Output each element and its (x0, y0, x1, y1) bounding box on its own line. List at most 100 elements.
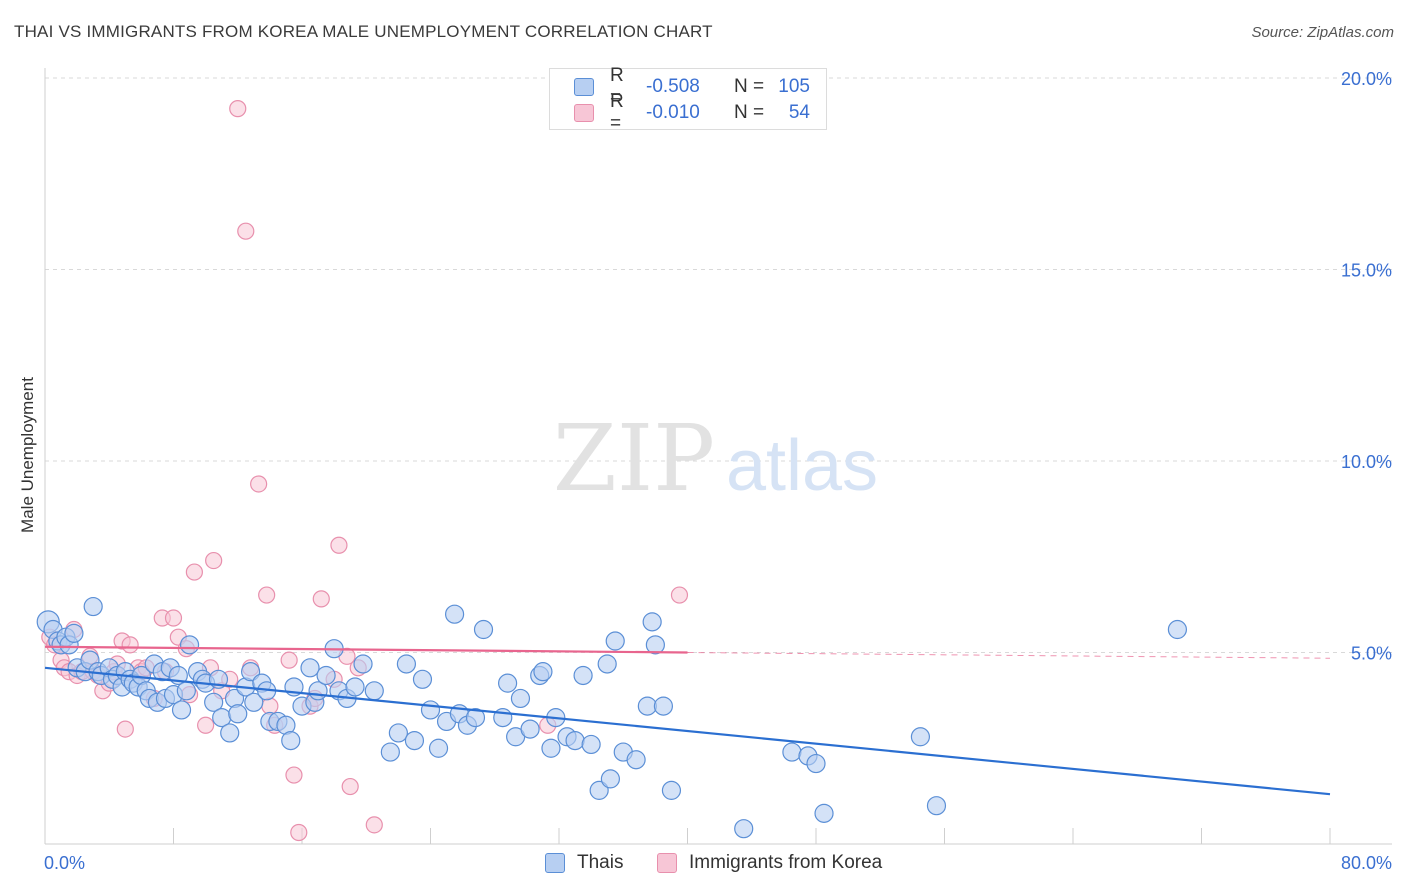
tick-labels: 5.0% 10.0% 15.0% 20.0% 0.0% 80.0% (44, 69, 1392, 873)
thais-point (926, 796, 947, 816)
thais-point (412, 669, 433, 689)
legend-row-thais: R = -0.508 N = 105 (574, 65, 810, 108)
korea-point (116, 720, 134, 738)
watermark: ZIP atlas (553, 405, 878, 512)
thais-point (597, 654, 617, 674)
thais-point (444, 604, 465, 624)
thais-point (465, 708, 486, 728)
y-tick-label: 5.0% (1351, 644, 1392, 664)
korea-point (365, 816, 383, 834)
thais-point (388, 723, 408, 743)
legend-swatch-thais (574, 78, 594, 96)
thais-point (605, 631, 625, 651)
source-credit: Source: ZipAtlas.com (1251, 24, 1394, 41)
bottom-swatch-thais (545, 853, 565, 873)
bottom-legend-label-thais: Thais (577, 852, 624, 873)
axes (44, 68, 1392, 845)
korea-point (197, 716, 215, 734)
legend-n-value: 105 (778, 76, 810, 97)
korea-point (341, 777, 359, 796)
korea-point (205, 551, 223, 570)
thais-point (661, 780, 682, 800)
thais-point (281, 730, 301, 751)
thais-point (910, 727, 931, 747)
thais-point (520, 719, 540, 739)
thais-point (171, 700, 192, 720)
thais-point (782, 742, 802, 762)
thais-point (204, 692, 224, 712)
legend-r-value: -0.508 (646, 76, 700, 97)
korea-point (121, 636, 139, 654)
y-tick-label: 10.0% (1341, 452, 1392, 472)
bottom-swatch-korea (657, 853, 677, 873)
x-tick-label: 80.0% (1341, 853, 1392, 873)
thais-point (420, 700, 441, 720)
thais-point (589, 780, 609, 800)
thais-point (565, 730, 585, 751)
thais-point (179, 635, 200, 655)
thais-point (64, 623, 84, 643)
korea-point (258, 586, 276, 604)
korea-point (250, 475, 268, 493)
thais-point (241, 662, 261, 682)
correlation-legend: R = -0.508 N = 105 R = -0.010 N = 54 (549, 65, 827, 134)
thais-point (581, 734, 601, 755)
thais-point (1167, 619, 1188, 640)
thais-point (473, 619, 494, 640)
thais-point (600, 769, 621, 789)
thais-point (541, 738, 561, 758)
thais-point (510, 688, 531, 709)
thais-point (83, 596, 103, 617)
thais-point (573, 665, 593, 686)
bottom-legend-label-korea: Immigrants from Korea (689, 852, 883, 873)
thais-point (814, 803, 834, 823)
korea-point (237, 222, 255, 240)
thais-point (626, 750, 646, 770)
korea-point (312, 590, 330, 608)
thais-point (228, 704, 248, 724)
y-tick-label: 15.0% (1341, 261, 1392, 281)
thais-point (364, 681, 384, 701)
thais-point (498, 673, 518, 693)
thais-trend-line (44, 666, 1331, 796)
gridlines (45, 77, 1392, 653)
thais-point (380, 742, 400, 762)
watermark-atlas: atlas (726, 426, 878, 506)
legend-n-label: N = (734, 102, 765, 123)
thais-point (428, 738, 449, 758)
watermark-zip: ZIP (553, 405, 715, 512)
thais-point (653, 696, 674, 716)
thais-point (396, 654, 417, 674)
korea-point (670, 586, 689, 604)
series-thais-points (36, 596, 1188, 839)
korea-point (280, 651, 298, 669)
trend-lines (44, 645, 1331, 796)
korea-point (285, 766, 303, 784)
bottom-legend-thais: Thais (545, 852, 623, 874)
legend-swatch-korea (574, 104, 594, 122)
thais-point (244, 692, 264, 712)
korea-point (290, 823, 308, 842)
thais-point (645, 635, 665, 655)
thais-point (345, 677, 365, 697)
chart-title: THAI VS IMMIGRANTS FROM KOREA MALE UNEMP… (14, 22, 713, 41)
korea-point (164, 609, 183, 627)
bottom-legend-korea: Immigrants from Korea (657, 852, 882, 874)
thais-point (533, 662, 553, 682)
thais-point (316, 665, 336, 686)
thais-point (637, 696, 657, 716)
legend-row-korea: R = -0.010 N = 54 (574, 91, 810, 134)
korea-trend-line (44, 645, 688, 654)
legend-n-value: 54 (788, 102, 810, 123)
thais-point (734, 819, 754, 839)
x-tick-label: 0.0% (44, 853, 85, 873)
thais-point (176, 681, 196, 701)
korea-point (261, 697, 279, 715)
thais-point (806, 753, 826, 774)
korea-trend-line-extension (687, 652, 1331, 659)
thais-point (353, 654, 373, 674)
thais-point (642, 612, 662, 632)
korea-point (330, 536, 348, 554)
thais-point (220, 723, 240, 743)
